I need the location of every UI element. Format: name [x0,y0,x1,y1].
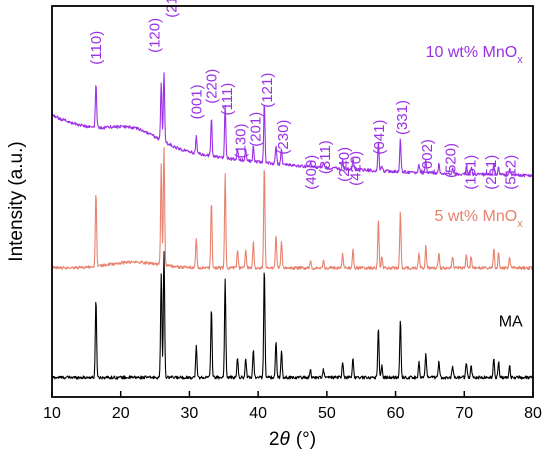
peak-label-110: (110) [88,31,105,65]
peak-label-240: (240) [336,147,353,182]
peak-label-251: (251) [483,155,500,190]
series-label-ma: MA [499,314,523,331]
peak-label-331: (331) [394,100,411,135]
peak-label-230: (230) [275,120,292,155]
x-axis-title-unit: (°) [296,429,316,450]
x-axis-title-prefix: 2 [269,429,280,450]
peak-label-220: (220) [203,69,220,104]
x-tick-label-20: 20 [112,405,130,422]
axes-group: 10 20 30 40 50 60 70 80 [43,5,542,422]
series-label-10-wt-mnox: 10 wt% MnOx [426,44,524,66]
series-label-5-wt-mnox: 5 wt% MnOx [435,208,524,230]
x-tick-label-60: 60 [387,405,405,422]
x-axis-title-variable: θ [280,429,291,450]
x-tick-label-30: 30 [181,405,199,422]
peak-label-520: (520) [443,143,460,178]
peak-label-201: (201) [247,112,264,147]
x-tick-label-10: 10 [43,405,61,422]
peak-label-311: (311) [317,140,334,174]
series-line-5-wt-mnox [51,147,534,271]
peak-label-400: (400) [303,155,320,190]
y-axis-title: Intensity (a.u.) [6,141,27,261]
series-line-10-wt-mnox [51,72,534,178]
x-tick-label-70: 70 [455,405,473,422]
peak-labels-group: (110) (120)(210) (001)(220)(111) (130)(201)… [88,0,519,190]
traces-group [51,72,534,380]
peak-label-111: (111) [219,83,236,116]
peak-label-121: (121) [259,73,276,108]
x-tick-label-50: 50 [318,405,336,422]
peak-label-002: (002) [419,139,436,174]
x-tick-label-80: 80 [524,405,542,422]
peak-label-120: (120) [146,18,163,53]
peak-label-001: (001) [188,84,205,119]
x-tick-label-40: 40 [249,405,267,422]
x-axis-title: 2θ (°) [269,429,316,450]
series-line-ma [51,250,534,380]
x-ticks: 10 20 30 40 50 60 70 80 [43,391,542,422]
peak-label-130: (130) [232,123,249,158]
peak-label-512: (512) [502,155,519,190]
peak-label-420: (420) [348,151,365,186]
peak-label-151: (151) [463,155,480,190]
peak-label-210: (210) [164,0,181,18]
series-labels-group: MA 5 wt% MnOx 10 wt% MnOx [426,44,524,331]
peak-label-041: (041) [371,120,388,155]
plot-frame [51,5,534,398]
